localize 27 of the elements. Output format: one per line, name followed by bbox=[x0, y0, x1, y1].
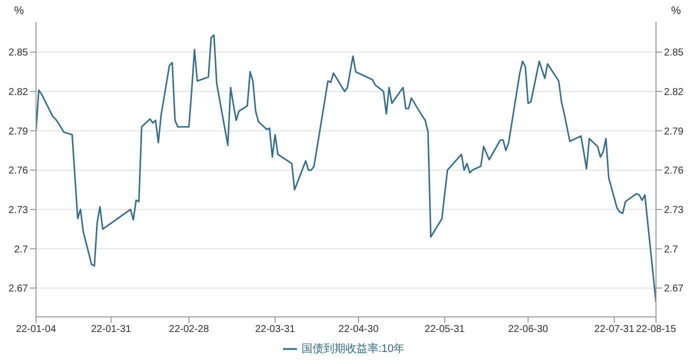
x-tick-label: 22-06-30 bbox=[508, 324, 549, 336]
x-tick-label: 22-02-28 bbox=[168, 324, 210, 336]
y2-tick-label: 2.82 bbox=[664, 87, 684, 98]
y2-tick-label: 2.85 bbox=[664, 48, 684, 59]
y-axis-title: % bbox=[14, 5, 24, 17]
y-tick-label: 2.76 bbox=[8, 166, 28, 177]
line-series bbox=[36, 34, 656, 304]
x-tick-label: 22-01-31 bbox=[91, 324, 132, 336]
x-tick-label: 22-08-15 bbox=[636, 324, 676, 336]
y-tick-label: 2.82 bbox=[8, 87, 28, 98]
y2-tick-label: 2.67 bbox=[664, 284, 684, 295]
y-tick-label: 2.7 bbox=[14, 244, 28, 256]
x-tick-label: 22-07-31 bbox=[594, 324, 635, 336]
x-tick-label: 22-04-30 bbox=[338, 324, 379, 336]
y-tick-label: 2.85 bbox=[8, 48, 28, 59]
y-tick-label: 2.67 bbox=[8, 284, 28, 295]
x-tick-label: 22-03-31 bbox=[255, 324, 296, 336]
y2-tick-label: 2.79 bbox=[664, 126, 684, 138]
y2-tick-label: 2.73 bbox=[664, 204, 684, 216]
y2-axis-title: % bbox=[671, 5, 682, 17]
y-tick-label: 2.79 bbox=[8, 126, 28, 138]
y-tick-label: 2.73 bbox=[8, 204, 28, 216]
y2-tick-label: 2.76 bbox=[664, 166, 684, 177]
y2-tick-label: 2.7 bbox=[664, 244, 678, 256]
legend-label: 国债到期收益率:10年 bbox=[301, 342, 405, 355]
x-tick-label: 22-05-31 bbox=[424, 324, 466, 336]
x-tick-label: 22-01-04 bbox=[16, 324, 56, 336]
